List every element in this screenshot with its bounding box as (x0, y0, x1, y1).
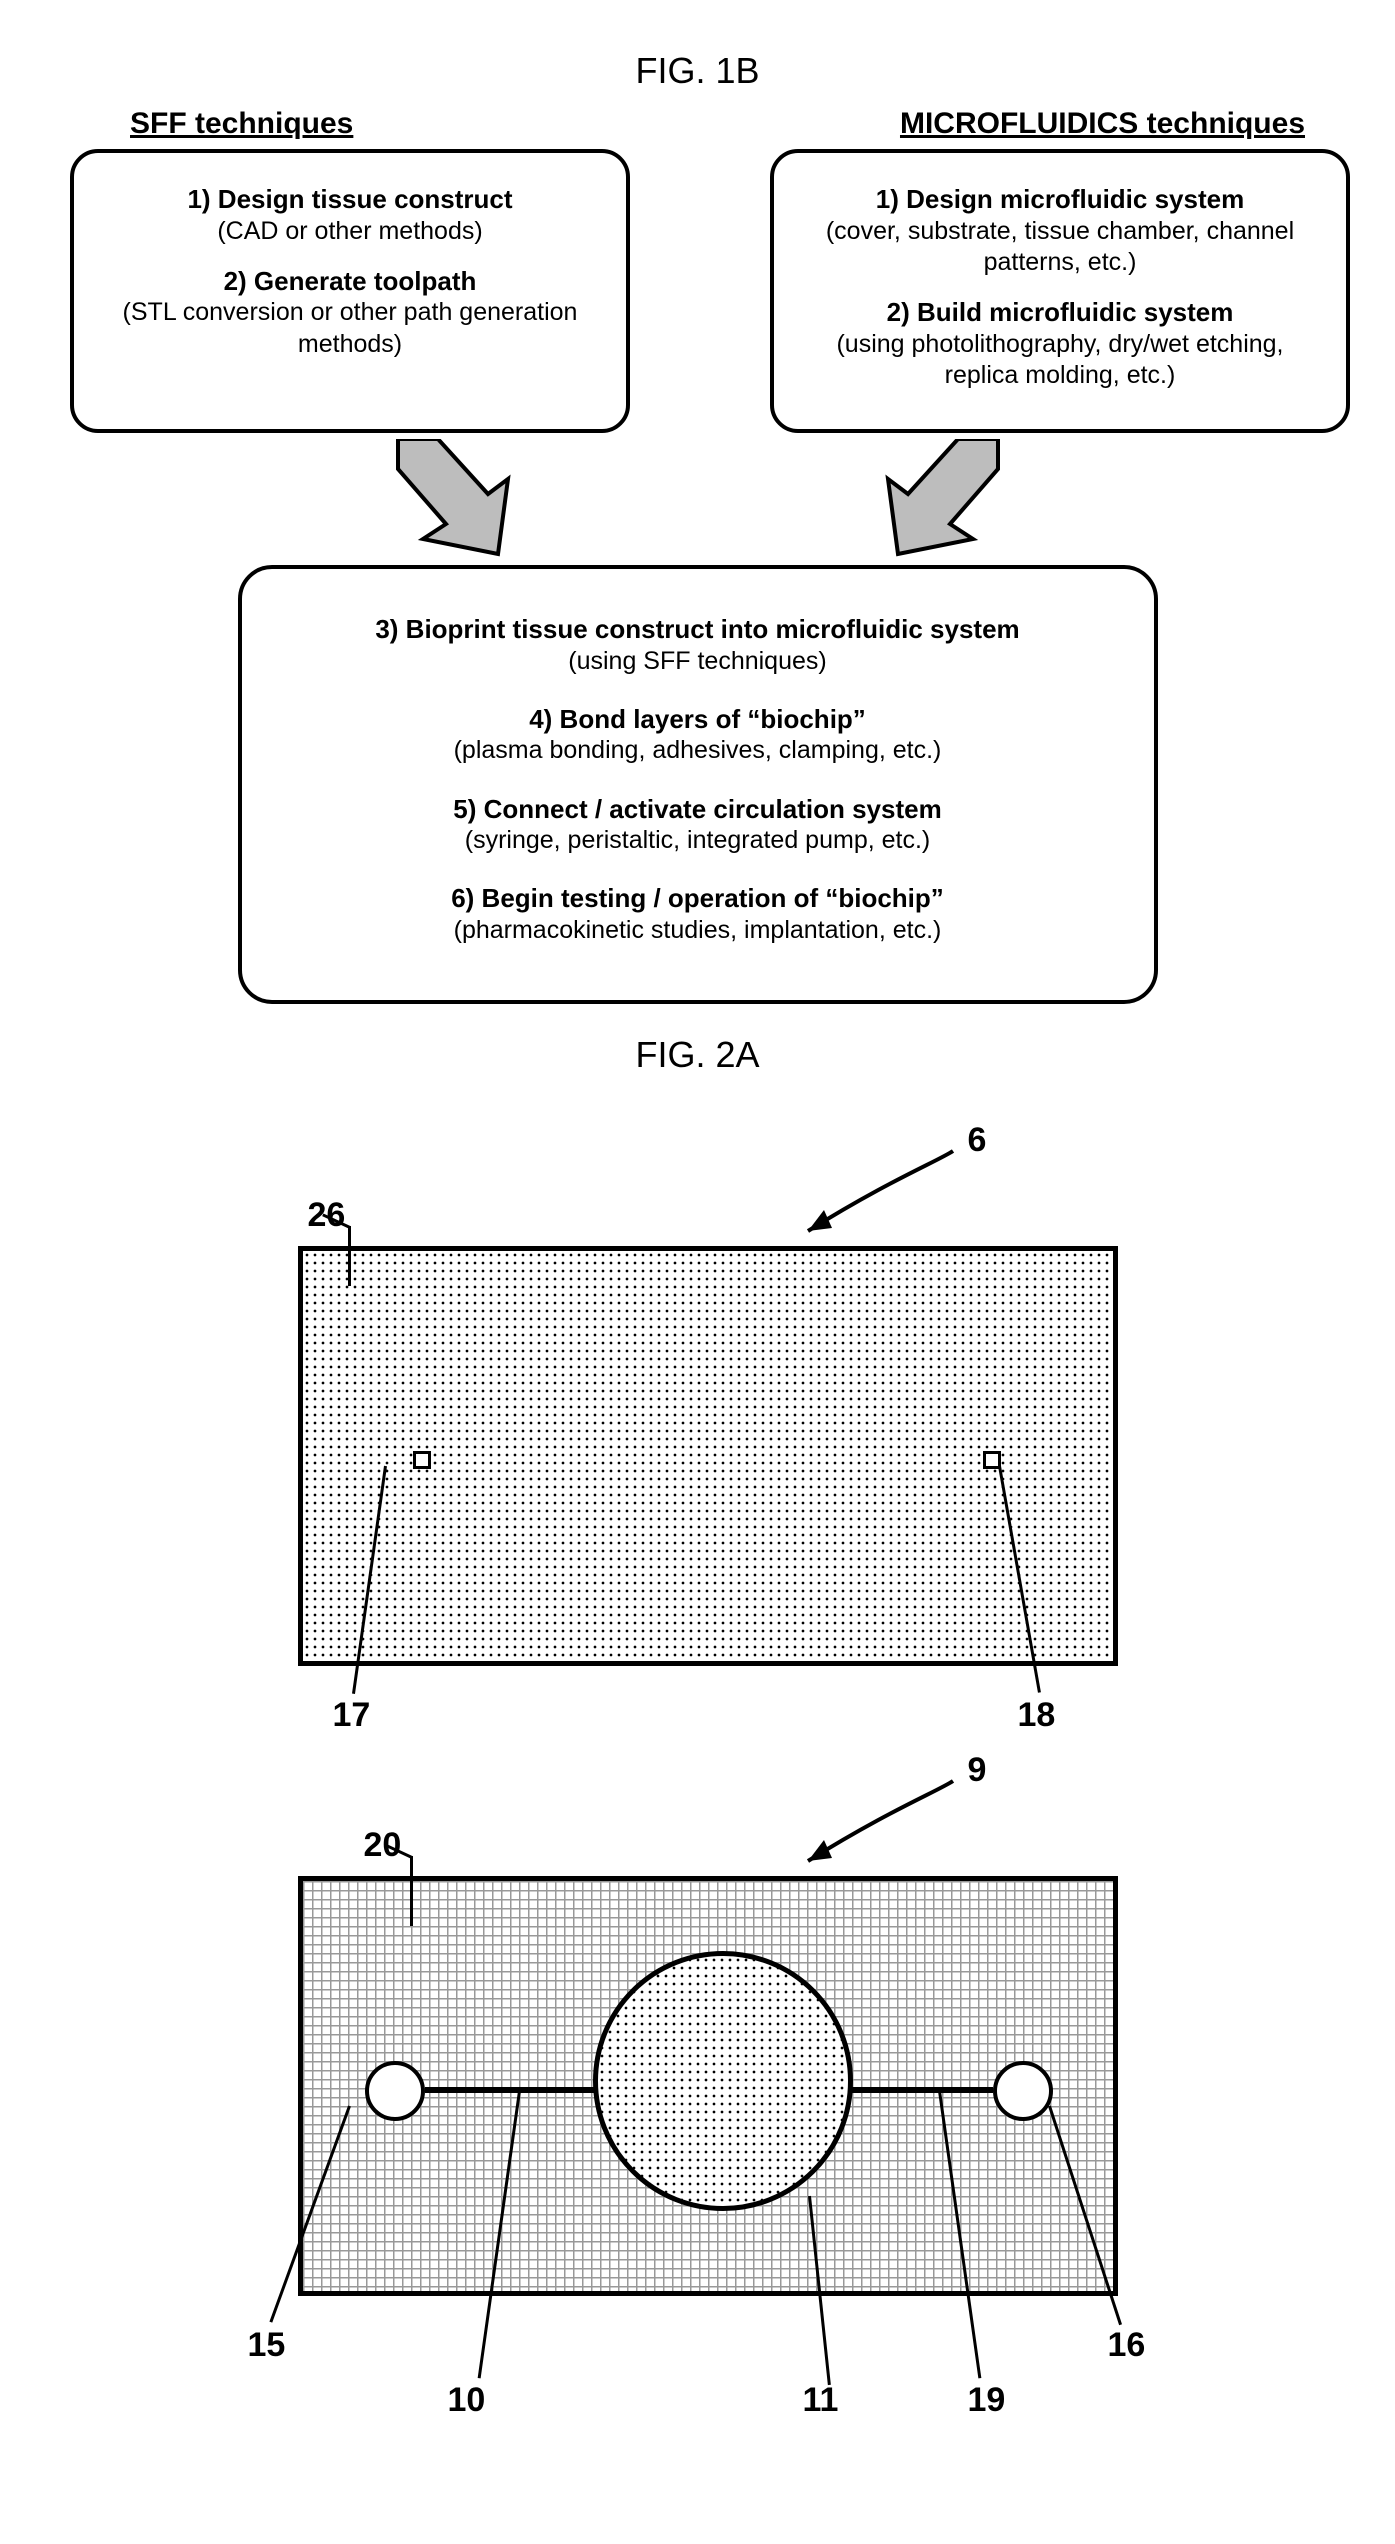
label-11: 11 (803, 2381, 839, 2420)
label-15: 15 (248, 2326, 286, 2365)
sff-step-1: 1) Design tissue construct (CAD or other… (98, 183, 602, 247)
port-17 (413, 1451, 431, 1469)
cover-layer (298, 1246, 1118, 1666)
step-3-title: 3) Bioprint tissue construct into microf… (282, 613, 1114, 646)
figure-2a-label: FIG. 2A (30, 1034, 1365, 1076)
sff-step-2: 2) Generate toolpath (STL conversion or … (98, 265, 602, 360)
label-10: 10 (448, 2381, 486, 2420)
label-9: 9 (968, 1751, 987, 1790)
heading-microfluidics: MICROFLUIDICS techniques (900, 107, 1305, 141)
technique-headings: SFF techniques MICROFLUIDICS techniques (30, 107, 1365, 141)
step-3-detail: (using SFF techniques) (282, 646, 1114, 677)
step-6: 6) Begin testing / operation of “biochip… (282, 882, 1114, 946)
microfluidics-box: 1) Design microfluidic system (cover, su… (770, 149, 1350, 433)
tissue-chamber (593, 1951, 853, 2211)
label-19: 19 (968, 2381, 1006, 2420)
mf-step-2-detail: (using photolithography, dry/wet etching… (798, 329, 1322, 392)
mf-step-2: 2) Build microfluidic system (using phot… (798, 296, 1322, 391)
sff-step-2-detail: (STL conversion or other path generation… (98, 297, 602, 360)
mf-step-1: 1) Design microfluidic system (cover, su… (798, 183, 1322, 278)
leader-26 (348, 1226, 351, 1286)
step-4: 4) Bond layers of “biochip” (plasma bond… (282, 703, 1114, 767)
step-5-title: 5) Connect / activate circulation system (282, 793, 1114, 826)
inlet-15 (365, 2061, 425, 2121)
label-20: 20 (364, 1826, 402, 1865)
channel-left (425, 2087, 597, 2093)
figure-1b-label: FIG. 1B (30, 50, 1365, 92)
heading-sff: SFF techniques (130, 107, 353, 141)
sff-step-1-detail: (CAD or other methods) (98, 216, 602, 247)
merge-arrows (30, 433, 1365, 565)
figure-2a-diagram: 6 26 17 18 9 20 15 16 10 11 19 (148, 1096, 1248, 2476)
step-3: 3) Bioprint tissue construct into microf… (282, 613, 1114, 677)
step-6-detail: (pharmacokinetic studies, implantation, … (282, 915, 1114, 946)
arrow-left-icon (378, 439, 538, 559)
step-4-title: 4) Bond layers of “biochip” (282, 703, 1114, 736)
label-16: 16 (1108, 2326, 1146, 2365)
leader-20 (410, 1856, 413, 1926)
merged-steps-box: 3) Bioprint tissue construct into microf… (238, 565, 1158, 1004)
arrow-right-icon (858, 439, 1018, 559)
channel-right (851, 2087, 993, 2093)
substrate-layer (298, 1876, 1118, 2296)
inlet-16 (993, 2061, 1053, 2121)
pointer-9-icon (708, 1766, 1008, 1886)
label-26: 26 (308, 1196, 346, 1235)
pointer-6-icon (708, 1136, 1008, 1256)
step-5-detail: (syringe, peristaltic, integrated pump, … (282, 825, 1114, 856)
mf-step-1-detail: (cover, substrate, tissue chamber, chann… (798, 216, 1322, 279)
mf-step-1-title: 1) Design microfluidic system (798, 183, 1322, 216)
step-4-detail: (plasma bonding, adhesives, clamping, et… (282, 735, 1114, 766)
mf-step-2-title: 2) Build microfluidic system (798, 296, 1322, 329)
sff-step-1-title: 1) Design tissue construct (98, 183, 602, 216)
label-18: 18 (1018, 1696, 1056, 1735)
sff-box: 1) Design tissue construct (CAD or other… (70, 149, 630, 433)
sff-step-2-title: 2) Generate toolpath (98, 265, 602, 298)
label-6: 6 (968, 1121, 987, 1160)
step-5: 5) Connect / activate circulation system… (282, 793, 1114, 857)
top-boxes-row: 1) Design tissue construct (CAD or other… (30, 149, 1365, 433)
step-6-title: 6) Begin testing / operation of “biochip… (282, 882, 1114, 915)
label-17: 17 (333, 1696, 371, 1735)
